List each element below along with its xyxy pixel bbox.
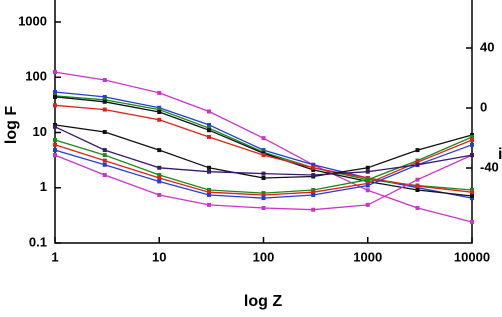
data-point — [157, 173, 162, 178]
data-point — [206, 134, 211, 139]
data-point — [415, 160, 420, 165]
data-point — [102, 148, 107, 153]
data-point — [311, 162, 316, 167]
data-point — [102, 130, 107, 135]
data-point — [365, 169, 370, 174]
data-point — [415, 162, 420, 167]
data-point — [206, 128, 211, 133]
data-point — [470, 134, 474, 139]
data-point — [470, 153, 474, 158]
series-line — [54, 95, 473, 191]
data-point — [157, 109, 162, 114]
x-axis-label: log Z — [244, 293, 282, 310]
y2-tick-label: 40 — [480, 39, 494, 54]
data-point — [470, 142, 474, 147]
data-point — [102, 173, 107, 178]
y-tick-label: 100 — [25, 69, 47, 84]
data-point — [470, 188, 474, 193]
data-point — [365, 165, 370, 170]
x-tick-label: 100 — [253, 249, 275, 264]
data-point — [53, 142, 57, 147]
x-tick-label: 10 — [152, 249, 166, 264]
data-point — [311, 165, 316, 170]
data-point — [311, 167, 316, 172]
data-point — [261, 136, 266, 141]
data-point — [415, 177, 420, 182]
data-point — [365, 188, 370, 193]
data-point — [261, 192, 266, 197]
data-point — [261, 171, 266, 176]
data-point — [53, 70, 57, 75]
data-point — [206, 202, 211, 207]
data-point — [102, 99, 107, 104]
data-point — [53, 138, 57, 143]
data-point — [261, 153, 266, 158]
data-point — [470, 196, 474, 201]
data-point — [365, 202, 370, 207]
y-tick-label: 1000 — [18, 13, 47, 28]
data-point — [102, 107, 107, 112]
data-point — [53, 153, 57, 158]
data-point — [157, 179, 162, 184]
y-tick-label: 10 — [33, 124, 47, 139]
data-point — [311, 190, 316, 195]
data-point — [365, 183, 370, 188]
data-point — [102, 153, 107, 158]
data-point — [206, 192, 211, 197]
data-point — [157, 117, 162, 122]
data-point — [157, 192, 162, 197]
data-point — [311, 188, 316, 193]
y-tick-label: 1 — [40, 179, 47, 194]
data-point — [102, 78, 107, 83]
data-point — [102, 162, 107, 167]
data-point — [102, 94, 107, 99]
data-point — [470, 219, 474, 224]
data-point — [53, 94, 57, 99]
data-point — [415, 205, 420, 210]
data-point — [157, 107, 162, 112]
data-point — [53, 90, 57, 95]
data-point — [261, 196, 266, 201]
data-point — [157, 148, 162, 153]
y-axis-label: log F — [3, 106, 20, 144]
data-point — [261, 205, 266, 210]
data-point — [470, 190, 474, 195]
data-point — [261, 148, 266, 153]
data-point — [415, 184, 420, 189]
data-point — [206, 188, 211, 193]
data-point — [470, 138, 474, 143]
x-tick-label: 1000 — [353, 249, 382, 264]
data-point — [53, 124, 57, 129]
y2-tick-label: -40 — [480, 159, 499, 174]
y-tick-label: 0.1 — [29, 234, 47, 249]
data-point — [365, 177, 370, 182]
series-line — [54, 91, 473, 199]
data-point — [102, 158, 107, 163]
data-point — [311, 207, 316, 212]
data-point — [261, 176, 266, 181]
data-point — [415, 148, 420, 153]
data-point — [206, 126, 211, 131]
data-point — [365, 181, 370, 186]
data-point — [157, 165, 162, 170]
y2-axis-label: i — [498, 146, 502, 163]
data-point — [415, 188, 420, 193]
data-point — [206, 109, 211, 114]
data-point — [53, 148, 57, 153]
x-tick-label: 10000 — [454, 249, 490, 264]
data-point — [157, 90, 162, 95]
data-point — [206, 190, 211, 195]
data-point — [470, 193, 474, 198]
data-point — [206, 165, 211, 170]
data-point — [206, 169, 211, 174]
x-tick-label: 1 — [51, 249, 58, 264]
data-point — [311, 192, 316, 197]
data-point — [311, 173, 316, 178]
data-point — [53, 103, 57, 108]
data-point — [157, 176, 162, 181]
y2-tick-label: 0 — [480, 99, 487, 114]
data-point — [206, 122, 211, 127]
